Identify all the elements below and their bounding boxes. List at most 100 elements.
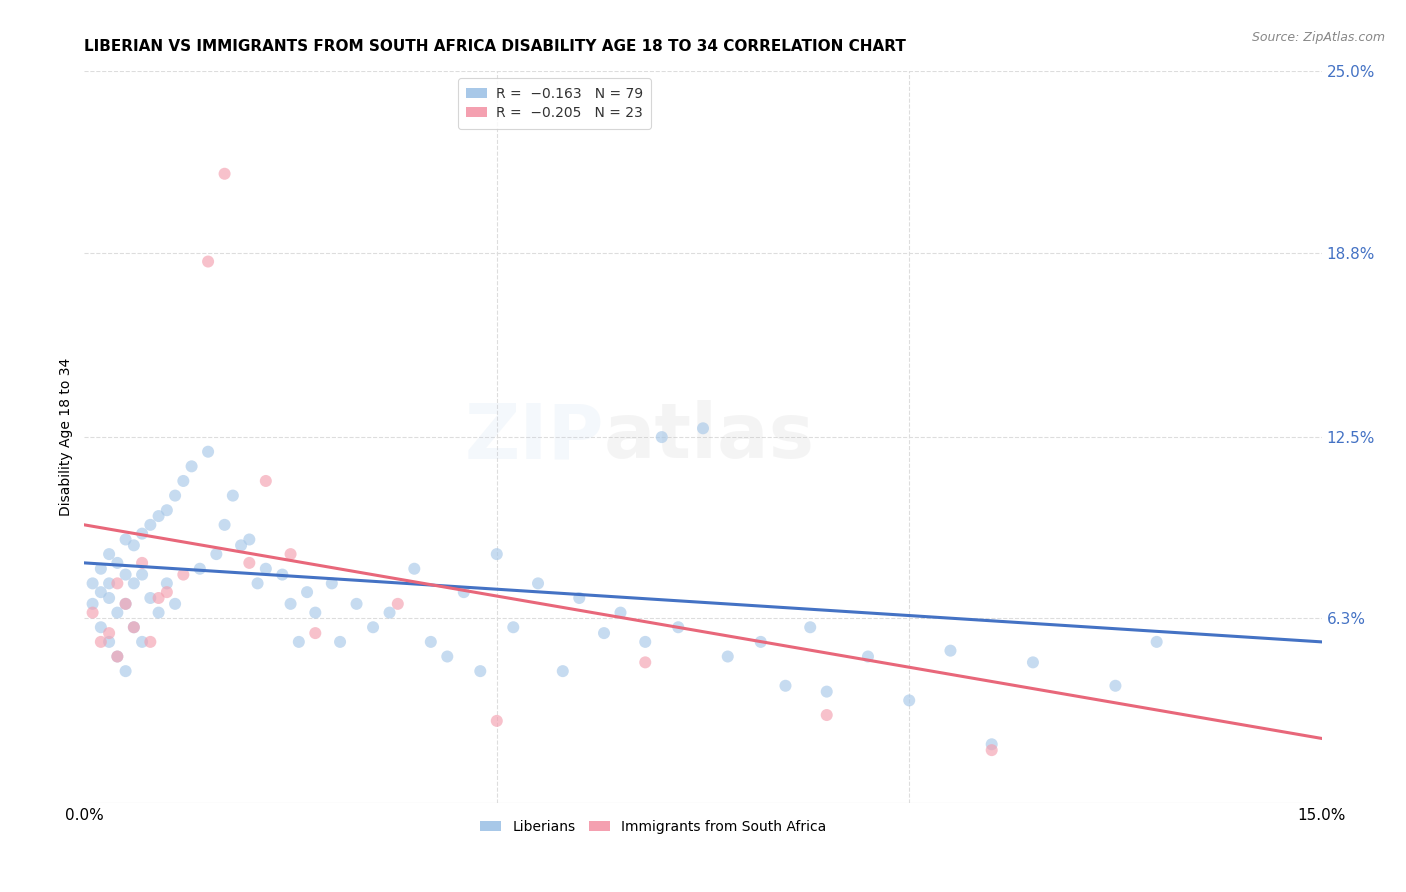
Point bbox=[105, 606, 128, 620]
Point bbox=[156, 576, 179, 591]
Point bbox=[105, 649, 128, 664]
Point bbox=[436, 649, 458, 664]
Point bbox=[131, 556, 153, 570]
Point bbox=[271, 567, 294, 582]
Point bbox=[82, 576, 104, 591]
Point bbox=[419, 635, 441, 649]
Point bbox=[148, 509, 170, 524]
Point bbox=[188, 562, 211, 576]
Point bbox=[98, 626, 121, 640]
Point bbox=[98, 576, 121, 591]
Point bbox=[470, 664, 492, 678]
Point bbox=[502, 620, 524, 634]
Point bbox=[205, 547, 228, 561]
Point bbox=[156, 503, 179, 517]
Point bbox=[361, 620, 384, 634]
Point bbox=[105, 576, 128, 591]
Point bbox=[692, 421, 714, 435]
Point bbox=[165, 597, 187, 611]
Point bbox=[131, 567, 153, 582]
Point bbox=[485, 714, 508, 728]
Point bbox=[105, 649, 128, 664]
Point bbox=[180, 459, 202, 474]
Point bbox=[666, 620, 689, 634]
Text: ZIP: ZIP bbox=[464, 401, 605, 474]
Point bbox=[304, 606, 326, 620]
Point bbox=[98, 635, 121, 649]
Point bbox=[280, 597, 302, 611]
Y-axis label: Disability Age 18 to 34: Disability Age 18 to 34 bbox=[59, 358, 73, 516]
Point bbox=[122, 620, 145, 634]
Point bbox=[222, 489, 245, 503]
Point bbox=[551, 664, 574, 678]
Point bbox=[651, 430, 673, 444]
Point bbox=[90, 585, 112, 599]
Point bbox=[122, 576, 145, 591]
Point bbox=[1104, 679, 1126, 693]
Point bbox=[634, 635, 657, 649]
Point bbox=[321, 576, 343, 591]
Text: Source: ZipAtlas.com: Source: ZipAtlas.com bbox=[1251, 31, 1385, 45]
Point bbox=[90, 562, 112, 576]
Point bbox=[280, 547, 302, 561]
Point bbox=[634, 656, 657, 670]
Point bbox=[568, 591, 591, 605]
Point bbox=[148, 606, 170, 620]
Point bbox=[527, 576, 550, 591]
Point bbox=[1146, 635, 1168, 649]
Point bbox=[139, 517, 162, 532]
Point bbox=[288, 635, 311, 649]
Point bbox=[114, 567, 136, 582]
Point bbox=[717, 649, 740, 664]
Point bbox=[90, 635, 112, 649]
Point bbox=[593, 626, 616, 640]
Point bbox=[131, 526, 153, 541]
Point bbox=[122, 620, 145, 634]
Point bbox=[404, 562, 426, 576]
Point bbox=[346, 597, 368, 611]
Point bbox=[148, 591, 170, 605]
Point bbox=[815, 684, 838, 698]
Point bbox=[172, 474, 194, 488]
Point bbox=[214, 517, 236, 532]
Point bbox=[156, 585, 179, 599]
Point bbox=[799, 620, 821, 634]
Text: LIBERIAN VS IMMIGRANTS FROM SOUTH AFRICA DISABILITY AGE 18 TO 34 CORRELATION CHA: LIBERIAN VS IMMIGRANTS FROM SOUTH AFRICA… bbox=[84, 38, 907, 54]
Legend: Liberians, Immigrants from South Africa: Liberians, Immigrants from South Africa bbox=[475, 814, 832, 839]
Point bbox=[197, 254, 219, 268]
Point bbox=[238, 533, 260, 547]
Point bbox=[254, 474, 277, 488]
Point bbox=[898, 693, 921, 707]
Point bbox=[980, 743, 1002, 757]
Point bbox=[98, 591, 121, 605]
Point bbox=[98, 547, 121, 561]
Point bbox=[980, 737, 1002, 751]
Point bbox=[1022, 656, 1045, 670]
Point bbox=[122, 538, 145, 552]
Point bbox=[90, 620, 112, 634]
Text: atlas: atlas bbox=[605, 401, 815, 474]
Point bbox=[172, 567, 194, 582]
Point bbox=[304, 626, 326, 640]
Point bbox=[378, 606, 401, 620]
Point bbox=[749, 635, 772, 649]
Point bbox=[485, 547, 508, 561]
Point bbox=[453, 585, 475, 599]
Point bbox=[105, 556, 128, 570]
Point bbox=[238, 556, 260, 570]
Point bbox=[939, 643, 962, 657]
Point bbox=[82, 606, 104, 620]
Point bbox=[387, 597, 409, 611]
Point bbox=[114, 597, 136, 611]
Point bbox=[131, 635, 153, 649]
Point bbox=[114, 533, 136, 547]
Point bbox=[165, 489, 187, 503]
Point bbox=[229, 538, 252, 552]
Point bbox=[114, 664, 136, 678]
Point bbox=[775, 679, 797, 693]
Point bbox=[82, 597, 104, 611]
Point bbox=[246, 576, 269, 591]
Point bbox=[254, 562, 277, 576]
Point bbox=[214, 167, 236, 181]
Point bbox=[856, 649, 879, 664]
